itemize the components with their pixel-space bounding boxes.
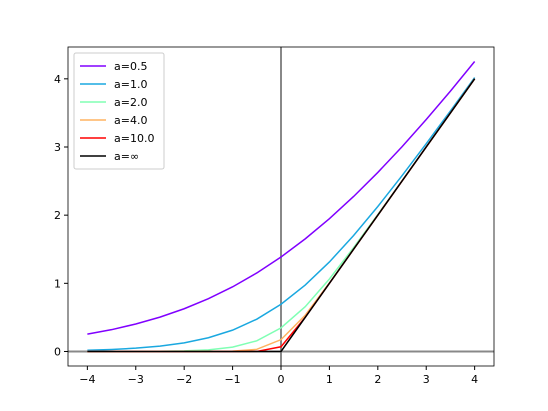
x-tick-label: −1 bbox=[224, 373, 240, 386]
legend-label: a=∞ bbox=[114, 150, 139, 163]
y-tick-label: 2 bbox=[54, 209, 61, 222]
series-line bbox=[87, 78, 476, 353]
legend-box bbox=[73, 52, 165, 170]
x-tick-label: 3 bbox=[423, 373, 430, 386]
y-tick-label: 4 bbox=[54, 73, 61, 86]
series-line bbox=[87, 77, 476, 351]
y-tick-label: 0 bbox=[54, 345, 61, 358]
legend-label: a=1.0 bbox=[114, 78, 147, 91]
x-tick-label: 2 bbox=[374, 373, 381, 386]
x-tick-label: −3 bbox=[128, 373, 144, 386]
x-tick-label: 0 bbox=[278, 373, 285, 386]
legend: a=0.5 a=1.0 a=2.0 a=4.0 a=10.0 a=∞ bbox=[73, 52, 165, 170]
series-line bbox=[87, 61, 476, 335]
x-tick-label: 1 bbox=[326, 373, 333, 386]
y-tick-label: 3 bbox=[54, 141, 61, 154]
x-tick-label: 4 bbox=[471, 373, 478, 386]
x-tick-label: −2 bbox=[176, 373, 192, 386]
legend-label: a=0.5 bbox=[114, 60, 147, 73]
y-tick-label: 1 bbox=[54, 277, 61, 290]
plot-frame bbox=[67, 46, 495, 367]
x-tick-label: −4 bbox=[79, 373, 95, 386]
legend-label: a=2.0 bbox=[114, 96, 147, 109]
legend-label: a=10.0 bbox=[114, 132, 154, 145]
legend-label: a=4.0 bbox=[114, 114, 147, 127]
